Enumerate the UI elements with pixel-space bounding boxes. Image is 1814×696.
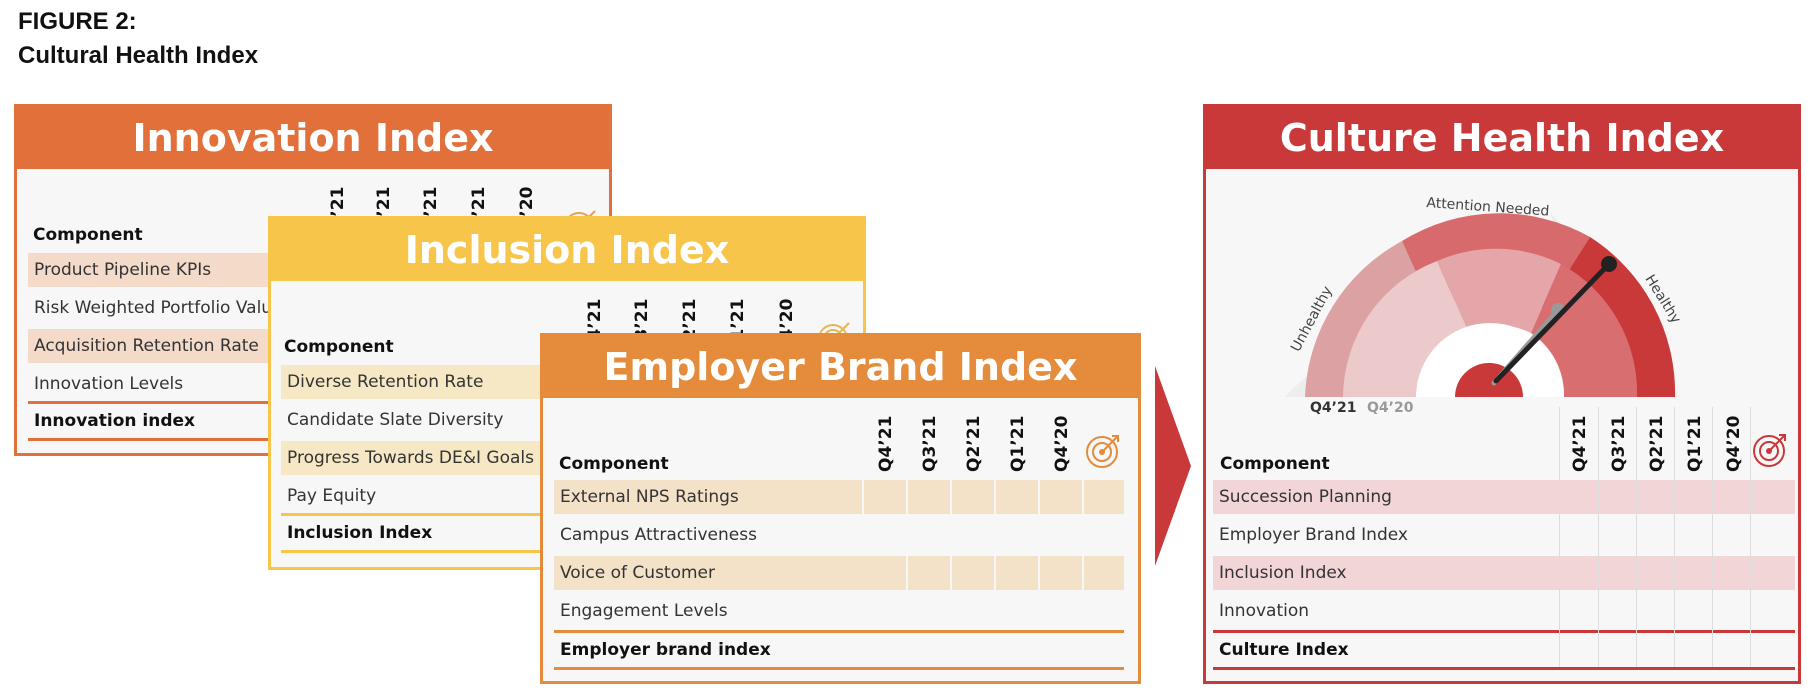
culture-total-rule [1213,630,1795,633]
inclusion-row: Candidate Slate Diversity [287,410,504,430]
employer-cell [864,480,906,514]
employer-quarter-q4-21: Q4’21 [876,415,896,472]
innovation-index-title: Innovation Index [17,107,609,169]
culture-target-icon [1753,434,1786,467]
culture-column-line [1674,407,1675,667]
culture-quarter-q4-20: Q4’20 [1724,415,1744,472]
culture-component-header: Component [1220,454,1330,474]
culture-quarter-q3-21: Q3’21 [1609,415,1629,472]
gauge-needle-current [1493,261,1612,384]
culture-column-line [1598,407,1599,667]
culture-quarter-q2-21: Q2’21 [1647,415,1667,472]
employer-cell [1084,480,1124,514]
gauge-legend-current: Q4’21 [1310,400,1357,416]
gauge-inner-attention-zone [1437,248,1561,333]
culture-row: Innovation [1219,601,1310,621]
employer-cell [1040,556,1082,590]
employer-cell [1084,556,1124,590]
employer-cell [908,556,950,590]
innovation-row: Risk Weighted Portfolio Value [34,298,283,318]
culture-health-index-title: Culture Health Index [1206,107,1798,169]
gauge-inner-unhealthy-zone [1343,261,1468,397]
employer-row: Engagement Levels [560,601,728,621]
culture-bottom-rule [1213,667,1795,670]
innovation-total-row: Innovation index [34,411,196,431]
employer-cell [996,556,1038,590]
employer-cell [952,480,994,514]
employer-brand-index-title: Employer Brand Index [543,336,1138,398]
employer-brand-index-card: Employer Brand Index Component Q4’21 Q3’… [540,333,1141,684]
flow-arrow [1155,366,1191,566]
figure-label: FIGURE 2: [18,8,137,35]
employer-total-rule [554,630,1124,633]
culture-column-line [1559,407,1560,667]
figure-title: Cultural Health Index [18,42,259,69]
employer-row: Campus Attractiveness [560,525,757,545]
culture-total-row: Culture Index [1219,640,1349,660]
culture-quarter-q1-21: Q1’21 [1685,415,1705,472]
innovation-component-header: Component [33,225,143,245]
employer-component-header: Component [559,454,669,474]
culture-column-line [1750,407,1751,667]
culture-health-index-card: Culture Health Index Unhealthy Attention… [1203,104,1801,684]
employer-cell [952,556,994,590]
employer-row: External NPS Ratings [554,480,862,514]
gauge-hub-ring [1416,323,1564,397]
inclusion-component-header: Component [284,337,394,357]
culture-row: Succession Planning [1213,480,1795,514]
inclusion-row: Pay Equity [287,486,377,506]
culture-quarter-q4-21: Q4’21 [1570,415,1590,472]
employer-target-icon [1086,435,1119,468]
health-gauge [1284,211,1679,397]
culture-row: Inclusion Index [1213,556,1795,590]
inclusion-total-row: Inclusion Index [287,523,433,543]
employer-bottom-rule [554,667,1124,670]
gauge-legend-previous: Q4’20 [1367,400,1414,416]
gauge-inner-healthy-zone [1531,264,1638,397]
employer-row: Voice of Customer [554,556,906,590]
employer-total-row: Employer brand index [560,640,771,660]
innovation-row: Innovation Levels [34,374,184,394]
employer-quarter-q4-20: Q4’20 [1052,415,1072,472]
employer-cell [1040,480,1082,514]
employer-quarter-q1-21: Q1’21 [1008,415,1028,472]
employer-cell [996,480,1038,514]
culture-row: Employer Brand Index [1219,525,1408,545]
employer-quarter-q2-21: Q2’21 [964,415,984,472]
inclusion-index-title: Inclusion Index [271,219,863,281]
culture-column-line [1636,407,1637,667]
employer-cell [908,480,950,514]
culture-column-line [1712,407,1713,667]
employer-quarter-q3-21: Q3’21 [920,415,940,472]
